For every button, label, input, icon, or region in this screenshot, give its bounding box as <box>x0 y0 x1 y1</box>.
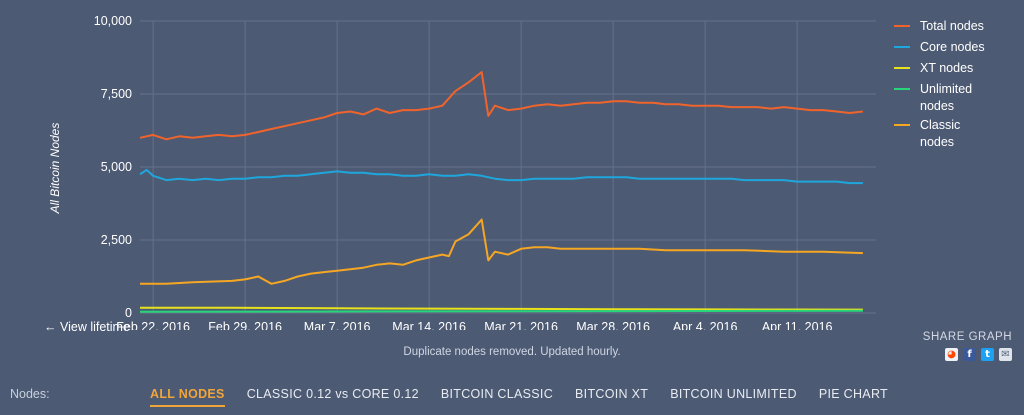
x-tick-label: Feb 29, 2016 <box>208 320 282 330</box>
legend-label: Total nodes <box>920 19 984 33</box>
twitter-icon[interactable]: t <box>981 348 994 361</box>
tab-bitcoin-xt[interactable]: BITCOIN XT <box>575 387 649 401</box>
x-tick-label: Mar 21, 2016 <box>484 320 558 330</box>
y-tick-label: 10,000 <box>94 14 132 28</box>
nav-label: Nodes: <box>10 387 50 401</box>
x-tick-label: Apr 4, 2016 <box>673 320 738 330</box>
line-chart: 0 2,500 5,000 7,500 10,000 Feb 22, 2016 Feb 29… <box>48 14 985 330</box>
series-line-total-nodes <box>139 71 864 141</box>
grid <box>140 20 876 314</box>
legend-item-total-nodes[interactable]: Total nodes <box>894 19 984 33</box>
tab-classic-0-12-vs-core-0-12[interactable]: CLASSIC 0.12 vs CORE 0.12 <box>246 387 419 401</box>
legend-item-unlimited[interactable]: Unlimited nodes <box>894 82 972 113</box>
series-line-xt-nodes <box>140 306 863 311</box>
tab-bitcoin-unlimited[interactable]: BITCOIN UNLIMITED <box>670 387 797 401</box>
legend-label: XT nodes <box>920 61 973 75</box>
legend-item-xt-nodes[interactable]: XT nodes <box>894 61 973 75</box>
legend-item-classic[interactable]: Classic nodes <box>894 118 960 149</box>
legend-label: Core nodes <box>920 40 985 54</box>
x-tick-label: Feb 22, 2016 <box>116 320 190 330</box>
nodes-nav: Nodes: ALL NODES CLASSIC 0.12 vs CORE 0.1… <box>0 384 1024 407</box>
series-lines <box>139 71 864 313</box>
y-tick-label: 2,500 <box>101 233 132 247</box>
series-line-core-nodes <box>139 168 863 185</box>
series-line-unlimited <box>139 309 863 313</box>
legend-label: Classic nodes <box>920 118 960 149</box>
legend: Total nodes Core nodes XT nodes Unlimited no… <box>894 19 985 149</box>
tab-pie-chart[interactable]: PIE CHART <box>818 387 888 401</box>
y-axis-label: All Bitcoin Nodes <box>48 123 62 215</box>
tab-all-nodes[interactable]: ALL NODES <box>150 387 225 407</box>
y-tick-label: 7,500 <box>101 87 132 101</box>
legend-item-core-nodes[interactable]: Core nodes <box>894 40 985 54</box>
axes: 0 2,500 5,000 7,500 10,000 Feb 22, 2016 Feb 29… <box>94 14 833 330</box>
update-note: Duplicate nodes removed. Updated hourly. <box>403 346 621 358</box>
legend-label: Unlimited nodes <box>920 82 972 113</box>
x-tick-label: Mar 7, 2016 <box>304 320 371 330</box>
share-graph-title: SHARE GRAPH <box>922 331 1012 343</box>
reddit-icon[interactable]: ◕ <box>945 348 958 361</box>
y-tick-label: 0 <box>125 306 132 320</box>
share-graph: SHARE GRAPH ◕ f t ✉ <box>912 331 1012 361</box>
email-icon[interactable]: ✉ <box>999 348 1012 361</box>
y-tick-label: 5,000 <box>101 160 132 174</box>
view-lifetime-link[interactable]: ← View lifetime <box>44 320 130 334</box>
series-line-classic <box>140 218 863 285</box>
x-tick-label: Mar 28, 2016 <box>576 320 650 330</box>
x-tick-label: Mar 14, 2016 <box>392 320 466 330</box>
x-tick-label: Apr 11, 2016 <box>762 320 833 330</box>
facebook-icon[interactable]: f <box>963 348 976 361</box>
tab-bitcoin-classic[interactable]: BITCOIN CLASSIC <box>440 387 554 401</box>
